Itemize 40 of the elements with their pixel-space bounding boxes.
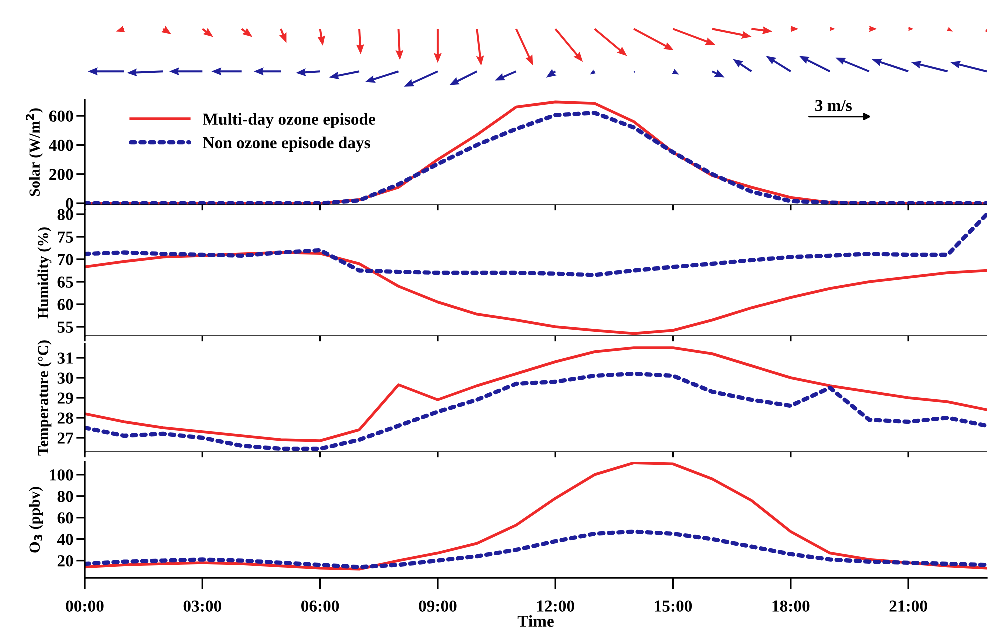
line-series	[85, 346, 987, 442]
y-tick-label: 600	[49, 110, 74, 122]
y-axis-title: Solar (W/m$^{2}$)	[26, 108, 44, 196]
line-series	[85, 530, 987, 570]
y-tick-label: 0	[66, 198, 74, 210]
y-tick-label: 100	[50, 470, 74, 481]
x-tick-label: 21:00	[890, 600, 928, 612]
x-tick-label: 12:00	[538, 600, 574, 612]
y-tick-label: 40	[57, 534, 74, 546]
y-tick-label: 27	[58, 432, 74, 444]
x-tick-label: 06:00	[302, 600, 340, 612]
y-tick-label: 20	[58, 556, 74, 567]
y-tick-label: 55	[58, 322, 74, 333]
y-axis-title: O$_{3}$ (ppbv)	[29, 487, 44, 553]
x-tick-label: 09:00	[419, 600, 457, 612]
y-tick-label: 80	[58, 491, 74, 502]
x-axis-title: Time	[518, 615, 554, 628]
y-tick-label: 60	[58, 299, 74, 310]
y-tick-label: 60	[58, 512, 74, 524]
y-tick-label: 30	[58, 372, 74, 384]
line-series	[85, 212, 987, 278]
legend-label: Multi-day ozone episode	[203, 113, 376, 128]
y-tick-label: 70	[58, 254, 74, 266]
line-series	[85, 462, 987, 571]
x-tick-label: 18:00	[772, 600, 810, 612]
annotation: 3 m/s	[816, 100, 852, 112]
y-tick-label: 28	[58, 412, 74, 424]
x-tick-label: 03:00	[184, 600, 222, 612]
y-tick-label: 31	[58, 352, 74, 364]
x-tick-label: 15:00	[655, 600, 692, 612]
legend-label: Non ozone episode days	[203, 136, 370, 152]
y-axis-title: Humidity (%)	[38, 228, 52, 319]
y-tick-label: 75	[58, 232, 74, 243]
x-tick-label: 00:00	[66, 600, 104, 612]
y-axis-title: Temperature (°C)	[38, 340, 52, 456]
y-tick-label: 65	[58, 276, 74, 288]
y-tick-label: 200	[50, 169, 74, 180]
y-tick-label: 400	[49, 140, 74, 152]
y-tick-label: 29	[58, 392, 74, 404]
y-tick-label: 80	[58, 209, 74, 220]
